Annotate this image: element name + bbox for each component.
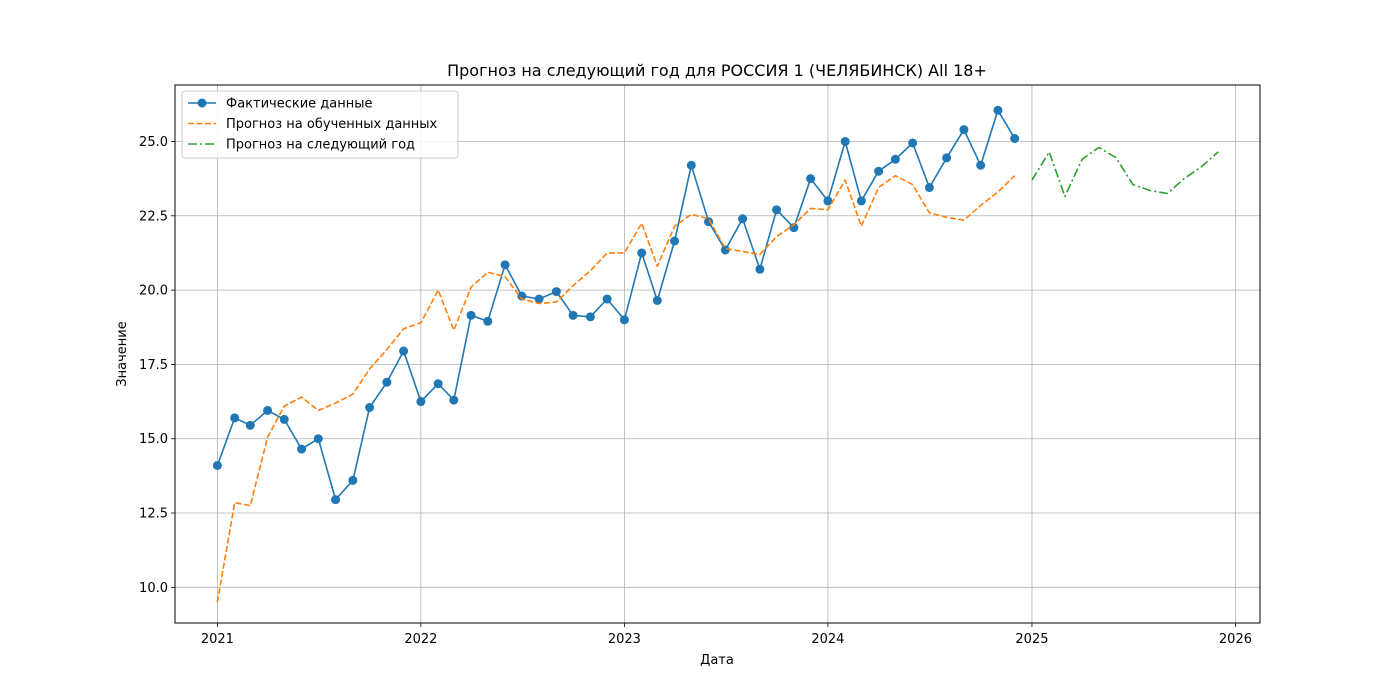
y-tick-label: 17.5 <box>139 358 168 373</box>
data-point <box>331 495 341 505</box>
data-point <box>686 160 696 170</box>
data-point <box>212 460 222 470</box>
legend-item: Фактические данные <box>188 97 373 112</box>
data-point <box>517 291 527 301</box>
data-point <box>602 294 612 304</box>
series-3 <box>1031 146 1219 198</box>
legend-item: Прогноз на обученных данных <box>188 117 438 132</box>
data-point <box>993 105 1003 115</box>
data-point <box>942 153 952 163</box>
data-point <box>959 125 969 135</box>
y-tick-label: 12.5 <box>139 507 168 522</box>
plot-frame <box>174 84 1261 624</box>
data-point <box>924 183 934 193</box>
data-point <box>263 405 273 415</box>
legend: Фактические данные Прогноз на обученных д… <box>181 90 459 159</box>
grid <box>175 85 1260 623</box>
data-point <box>637 248 647 258</box>
data-point <box>823 196 833 206</box>
data-point <box>466 310 476 320</box>
legend-item: Прогноз на следующий год <box>188 138 415 153</box>
x-tick-label: 2025 <box>1015 632 1048 647</box>
y-axis-ticks: 10.0 12.5 15.0 17.5 20.0 22.5 25.0 <box>139 135 175 596</box>
data-point <box>433 379 443 389</box>
legend-marker <box>197 98 207 108</box>
data-point <box>856 196 866 206</box>
series-line <box>1031 146 1219 198</box>
data-point <box>755 264 765 274</box>
x-tick-label: 2024 <box>811 632 844 647</box>
legend-label: Прогноз на обученных данных <box>226 117 438 132</box>
data-point <box>652 295 662 305</box>
data-point <box>585 312 595 322</box>
y-tick-label: 22.5 <box>139 209 168 224</box>
chart-title: Прогноз на следующий год для РОССИЯ 1 (Ч… <box>447 61 987 80</box>
data-point <box>483 316 493 326</box>
x-tick-label: 2023 <box>608 632 641 647</box>
x-tick-label: 2026 <box>1219 632 1252 647</box>
data-point <box>568 310 578 320</box>
data-point <box>313 434 323 444</box>
data-point <box>840 136 850 146</box>
data-point <box>619 315 629 325</box>
data-point <box>670 236 680 246</box>
data-point <box>399 346 409 356</box>
y-tick-label: 15.0 <box>139 432 168 447</box>
y-axis-label: Значение <box>115 321 130 386</box>
x-tick-label: 2022 <box>404 632 437 647</box>
data-point <box>738 214 748 224</box>
data-point <box>551 287 561 297</box>
y-tick-label: 20.0 <box>139 284 168 299</box>
data-point <box>806 174 816 184</box>
data-point <box>230 413 240 423</box>
data-point <box>890 154 900 164</box>
data-point <box>449 395 459 405</box>
legend-box <box>181 90 459 159</box>
data-point <box>1010 134 1020 144</box>
x-axis-label: Дата <box>700 653 734 668</box>
data-point <box>297 444 307 454</box>
y-tick-label: 10.0 <box>139 581 168 596</box>
data-point <box>245 420 255 430</box>
data-point <box>874 166 884 176</box>
x-axis-ticks: 2021 2022 2023 2024 2025 2026 <box>201 623 1252 647</box>
data-point <box>365 403 375 413</box>
data-point <box>416 397 426 407</box>
data-point <box>348 475 358 485</box>
y-tick-label: 25.0 <box>139 135 168 150</box>
series-1 <box>212 105 1020 505</box>
series-group <box>212 105 1219 603</box>
legend-label: Прогноз на следующий год <box>226 138 415 153</box>
data-point <box>772 205 782 215</box>
data-point <box>534 294 544 304</box>
series-2 <box>216 174 1016 603</box>
data-point <box>382 377 392 387</box>
data-point <box>720 245 730 255</box>
data-point <box>279 414 289 424</box>
series-line <box>216 174 1016 603</box>
data-point <box>500 260 510 270</box>
data-point <box>908 138 918 148</box>
legend-label: Фактические данные <box>226 97 373 112</box>
x-tick-label: 2021 <box>201 632 234 647</box>
data-point <box>976 160 986 170</box>
